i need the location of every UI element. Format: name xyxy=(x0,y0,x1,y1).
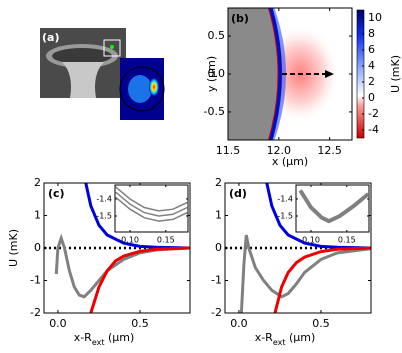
curve xyxy=(115,186,188,212)
y-tick-label: 2 xyxy=(34,176,41,189)
x-axis-label: x-Rext (μm) xyxy=(255,331,316,347)
x-tick-label: 0.10 xyxy=(121,236,139,245)
edge xyxy=(267,8,279,140)
frame xyxy=(43,182,191,314)
x-tick-label: 12.5 xyxy=(317,144,342,157)
y-tick-label: 0 xyxy=(215,241,222,254)
curve xyxy=(89,246,190,313)
y-axis-label: U (mK) xyxy=(7,229,20,267)
panel-label: (b) xyxy=(231,12,249,25)
curve xyxy=(54,233,190,299)
x-tick-label: 12.0 xyxy=(267,144,292,157)
x-tick-label: 0.5 xyxy=(312,317,330,330)
y-tick-label: -1 xyxy=(30,274,41,287)
curve xyxy=(115,191,188,217)
resonator xyxy=(228,8,278,140)
inset-bg xyxy=(295,184,370,233)
x-axis-label-part: ext xyxy=(92,338,105,347)
x-tick-label: 0.15 xyxy=(157,236,175,245)
colorbar-tick-label: 2 xyxy=(368,75,375,88)
colorbar-tick-label: 4 xyxy=(368,59,375,72)
y-tick-label: 0.0 xyxy=(208,67,226,80)
inset-curve-group xyxy=(115,186,188,222)
y-tick-label: -2 xyxy=(30,306,41,319)
x-axis-label-part: (μm) xyxy=(104,331,134,344)
colorbar-tick-label: 6 xyxy=(368,43,375,56)
panel-label: (c) xyxy=(48,187,65,200)
colorbar-label: U (mK) xyxy=(389,55,402,93)
curve xyxy=(84,183,190,250)
x-tick-label: 0.0 xyxy=(230,317,248,330)
y-tick-label: -1.5 xyxy=(96,211,112,220)
curve xyxy=(273,246,371,313)
x-axis-label-part: x-R xyxy=(255,331,273,344)
y-tick-label: -0.5 xyxy=(204,105,225,118)
x-tick-label: 11.5 xyxy=(216,144,241,157)
x-tick-label: 0.10 xyxy=(302,236,320,245)
x-axis-label-part: x-R xyxy=(74,331,92,344)
y-axis-label: y (μm) xyxy=(205,56,218,92)
plots: (a) 11.5 12.0 12.5 -0.5 0.0 0.5 (b) x (μm) y (μm)… xyxy=(7,7,402,347)
y-tick-label: 0.5 xyxy=(208,29,226,42)
y-tick-label: -1.4 xyxy=(277,194,293,203)
panel-label: (d) xyxy=(229,187,247,200)
curve-group xyxy=(239,183,371,313)
curve xyxy=(298,189,369,224)
y-tick-label: -1.5 xyxy=(277,211,293,220)
y-tick-label: 2 xyxy=(215,176,222,189)
colorbar-tick-label: 0 xyxy=(368,91,375,104)
x-axis-label: x (μm) xyxy=(272,155,308,168)
colorbar xyxy=(356,9,365,139)
colorbar-tick-label: -2 xyxy=(368,107,379,120)
frame xyxy=(224,182,372,314)
x-axis-label-part: ext xyxy=(273,338,286,347)
inset-curve-group xyxy=(298,189,369,224)
y-tick-label: -1 xyxy=(211,274,222,287)
arrow-head xyxy=(325,70,334,78)
panel-label: (a) xyxy=(42,31,59,44)
microscope-image xyxy=(40,28,165,120)
x-tick-label: 0.0 xyxy=(49,317,67,330)
colorbar-tick-label: -4 xyxy=(368,123,379,136)
curve xyxy=(265,183,371,250)
x-axis-label-part: (μm) xyxy=(285,331,315,344)
inset-curves xyxy=(298,189,369,224)
curves xyxy=(54,183,190,313)
y-tick-label: 1 xyxy=(215,209,222,222)
inset-curves xyxy=(115,186,188,222)
x-tick-label: 0.15 xyxy=(338,236,356,245)
x-axis-label: x-Rext (μm) xyxy=(74,331,135,347)
colorbar-tick-label: 8 xyxy=(368,27,375,40)
y-tick-label: -1.4 xyxy=(96,194,112,203)
curve xyxy=(115,196,188,222)
curves xyxy=(239,183,371,313)
blue-band xyxy=(268,8,282,140)
colorbar-tick-label: 10 xyxy=(368,11,382,24)
curve-group xyxy=(54,183,190,313)
x-tick-label: 0.5 xyxy=(131,317,149,330)
curve xyxy=(239,234,371,313)
y-tick-label: 1 xyxy=(34,209,41,222)
y-tick-label: 0 xyxy=(34,241,41,254)
y-tick-label: -2 xyxy=(211,306,222,319)
